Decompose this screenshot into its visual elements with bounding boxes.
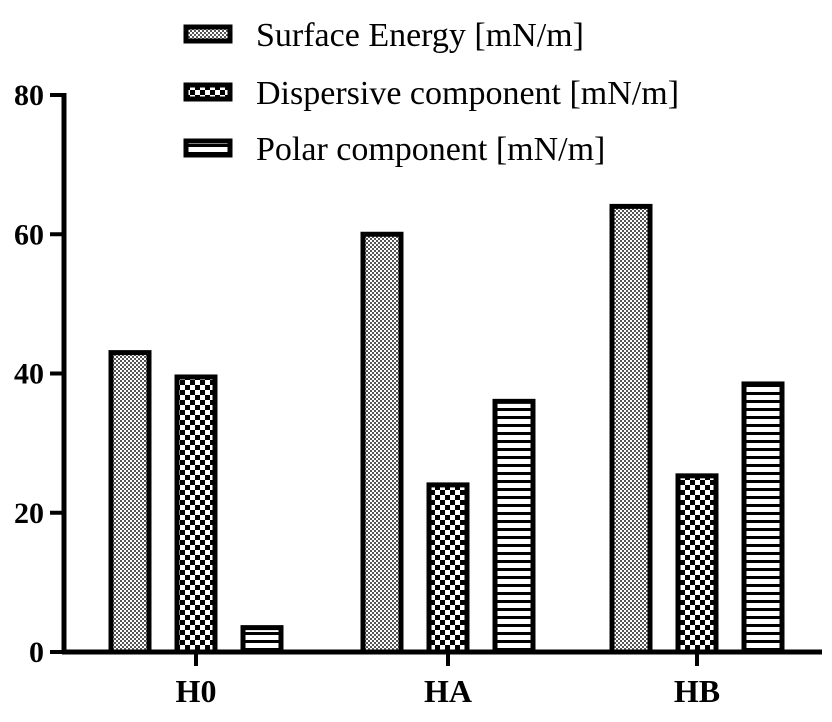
y-tick-label: 80 — [14, 79, 44, 112]
legend-label: Polar component [mN/m] — [256, 131, 605, 168]
x-axis: H0 HA HB — [62, 649, 822, 709]
bar-h0-series-3 — [240, 625, 284, 655]
legend-label: Dispersive component [mN/m] — [256, 75, 679, 112]
bars — [108, 203, 785, 655]
bar-ha-series-1 — [360, 231, 404, 655]
y-tick-label: 60 — [14, 218, 44, 251]
bar-ha-series-3 — [492, 398, 536, 655]
bar-hb-series-1 — [609, 203, 653, 655]
x-tick-label: HA — [424, 673, 472, 709]
y-tick-label: 40 — [14, 358, 44, 391]
x-tick-label: HB — [674, 673, 720, 709]
y-tick-label: 0 — [29, 636, 44, 669]
legend-label: Surface Energy [mN/m] — [256, 17, 584, 54]
y-axis: 0 20 40 60 80 — [14, 79, 67, 669]
legend-swatch-dots — [183, 24, 233, 44]
bar-h0-series-1 — [108, 350, 152, 655]
bar-hb-series-3 — [741, 381, 785, 655]
bar-hb-series-2 — [675, 473, 719, 655]
legend: Surface Energy [mN/m] Dispersive componen… — [183, 17, 679, 168]
y-tick-label: 20 — [14, 497, 44, 530]
x-tick-label: H0 — [176, 673, 217, 709]
bar-ha-series-2 — [426, 482, 470, 655]
bar-h0-series-2 — [174, 374, 218, 655]
legend-swatch-checker — [183, 82, 233, 102]
legend-swatch-horizontal-lines — [183, 138, 233, 158]
